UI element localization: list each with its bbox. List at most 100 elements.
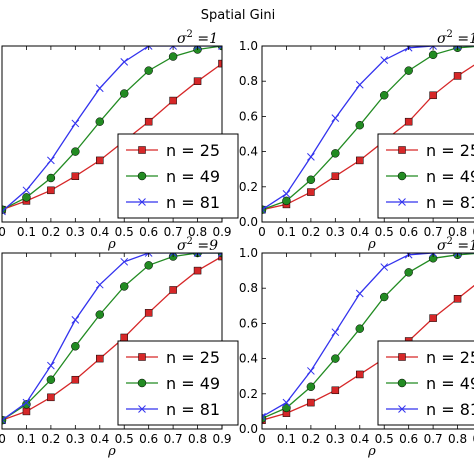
data-point xyxy=(168,52,178,61)
data-point xyxy=(331,328,340,337)
data-point xyxy=(71,375,80,384)
legend-marker xyxy=(138,146,146,154)
x-tick-label: 0.3 xyxy=(66,225,85,239)
x-tick-label: 0.7 xyxy=(424,225,443,239)
data-point xyxy=(282,398,291,407)
y-tick-label: 0.4 xyxy=(239,352,258,366)
data-point xyxy=(169,46,177,50)
x-tick-label: 0.7 xyxy=(164,225,183,239)
data-point xyxy=(306,382,316,392)
legend-marker xyxy=(138,405,146,413)
data-point xyxy=(95,117,105,126)
x-tick-label: 0.6 xyxy=(399,432,418,446)
legend-marker xyxy=(398,198,406,206)
series-line-1 xyxy=(2,63,222,211)
legend-marker xyxy=(397,171,407,181)
data-point xyxy=(193,266,202,275)
figure-title: Spatial Gini xyxy=(201,8,275,23)
plot-area xyxy=(2,253,222,425)
data-point xyxy=(379,292,389,302)
series-line-1 xyxy=(262,284,474,421)
x-tick-label: 0.4 xyxy=(90,432,109,446)
series-line-2 xyxy=(262,253,474,419)
data-point xyxy=(144,309,153,317)
x-axis-label: ρ xyxy=(107,444,116,459)
data-point xyxy=(307,188,315,196)
x-tick-label: 0.7 xyxy=(424,432,443,446)
x-tick-label: 0.4 xyxy=(350,225,369,239)
legend-label: n = 25 xyxy=(166,141,220,160)
data-point xyxy=(2,207,6,216)
x-tick-label: 0 xyxy=(0,225,6,239)
legend-marker xyxy=(138,198,146,206)
x-tick-label: 0.6 xyxy=(139,432,158,446)
data-point xyxy=(22,398,31,407)
data-point xyxy=(429,314,437,322)
data-point xyxy=(120,257,129,266)
x-axis-label: ρ xyxy=(107,237,116,252)
data-point xyxy=(218,46,222,50)
data-point xyxy=(2,416,6,425)
series-line-2 xyxy=(2,46,222,211)
data-point xyxy=(307,398,315,407)
data-point xyxy=(262,205,266,214)
data-point xyxy=(71,119,80,128)
data-point xyxy=(120,57,129,66)
legend-label: n = 25 xyxy=(426,141,474,160)
x-tick-label: 0.3 xyxy=(326,225,345,239)
data-point xyxy=(429,46,437,50)
x-axis-label: ρ xyxy=(367,237,376,252)
x-tick-label: 0.1 xyxy=(277,432,296,446)
legend-marker xyxy=(398,146,406,154)
y-tick-label: 0.6 xyxy=(239,109,258,123)
panel-bottom-right: 0 0.1 0.2 0.3 0.4 0.5 0.6 0.7 0.8 0.9 0.0 0.2 0.4 0.6… xyxy=(239,236,474,459)
x-tick-label: 0 xyxy=(0,432,6,446)
data-point xyxy=(355,80,364,89)
legend-label: n = 49 xyxy=(166,374,220,393)
x-tick-label: 0.8 xyxy=(448,432,467,446)
x-tick-label: 0.2 xyxy=(41,432,60,446)
data-point xyxy=(307,153,315,161)
x-tick-label: 0.4 xyxy=(90,225,109,239)
axes-frame xyxy=(261,252,474,430)
x-tick-label: 0.9 xyxy=(212,432,231,446)
data-point xyxy=(169,253,177,257)
y-tick-label: 0.8 xyxy=(239,281,258,295)
x-tick-label: 0.1 xyxy=(17,432,36,446)
data-point xyxy=(95,310,105,319)
data-point xyxy=(119,89,129,98)
data-point xyxy=(144,253,153,257)
x-tick-label: 0.8 xyxy=(448,225,467,239)
x-tick-label: 0.6 xyxy=(399,225,418,239)
series-line-3 xyxy=(2,46,222,212)
data-point xyxy=(71,147,80,156)
data-point xyxy=(428,50,438,60)
data-point xyxy=(95,84,104,93)
x-tick-label: 0.9 xyxy=(212,225,231,239)
legend: n = 25 n = 49 n = 81 xyxy=(377,340,474,426)
x-tick-label: 0.8 xyxy=(188,225,207,239)
y-tick-label: 0.4 xyxy=(239,145,258,159)
x-tick-label: 0.2 xyxy=(41,225,60,239)
x-axis-label: ρ xyxy=(367,444,376,459)
y-tick-label: 0.0 xyxy=(239,215,258,229)
series-line-2 xyxy=(262,46,474,211)
x-tick-label: 0.5 xyxy=(115,432,134,446)
data-point xyxy=(169,286,177,294)
data-point xyxy=(120,333,128,342)
data-point xyxy=(22,193,31,202)
series-line-3 xyxy=(262,46,474,211)
data-point xyxy=(144,66,153,75)
y-tick-label: 0.6 xyxy=(239,316,258,330)
x-tick-label: 0.9 xyxy=(472,432,474,446)
data-point xyxy=(306,175,316,185)
data-point xyxy=(22,186,31,195)
panel-title: σ2 =1 xyxy=(177,29,218,47)
x-tick-label: 0.8 xyxy=(188,432,207,446)
data-point xyxy=(71,316,80,324)
plot-area xyxy=(2,46,222,216)
panel-title: σ2 =1 xyxy=(437,236,474,254)
legend-marker xyxy=(398,405,406,413)
series-line-1 xyxy=(262,64,474,211)
x-tick-label: 0.5 xyxy=(375,432,394,446)
